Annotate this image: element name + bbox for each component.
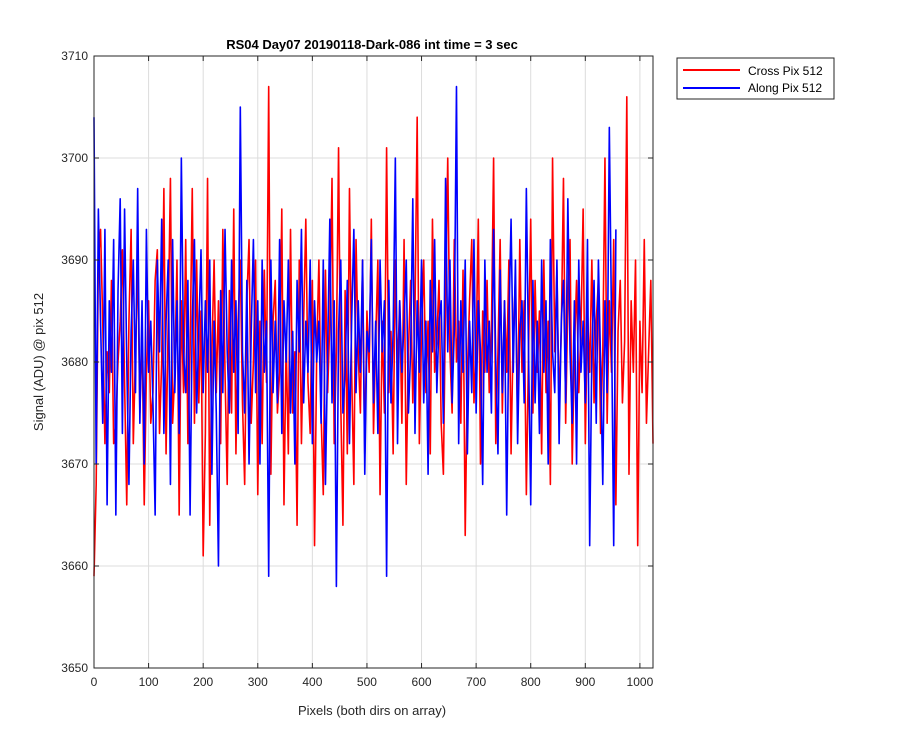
x-tick-label: 900 [575,675,595,689]
y-axis-label: Signal (ADU) @ pix 512 [31,293,46,431]
axis-ticks [93,55,653,669]
x-tick-label: 500 [357,675,377,689]
y-tick-label: 3690 [61,253,88,267]
chart-title: RS04 Day07 20190118-Dark-086 int time = … [226,37,518,52]
series-layer [93,85,654,588]
x-tick-label: 0 [91,675,98,689]
x-tick-label: 1000 [627,675,654,689]
x-tick-label: 600 [412,675,432,689]
y-tick-label: 3670 [61,457,88,471]
x-tick-label: 100 [139,675,159,689]
x-tick-label: 300 [248,675,268,689]
legend-box [676,57,835,100]
y-tick-label: 3700 [61,151,88,165]
y-tick-label: 3650 [61,661,88,675]
x-axis-label: Pixels (both dirs on array) [298,703,446,718]
y-tick-label: 3710 [61,49,88,63]
series-line-along-pix [93,85,617,588]
x-tick-label: 400 [302,675,322,689]
x-tick-label: 700 [466,675,486,689]
legend: Cross Pix 512 Along Pix 512 [676,57,835,100]
tick-labels: 0 100 200 300 400 500 600 700 800 900 1000 3650 3660… [61,49,653,689]
y-tick-label: 3680 [61,355,88,369]
y-tick-label: 3660 [61,559,88,573]
legend-label-cross: Cross Pix 512 [748,64,823,78]
x-tick-label: 800 [521,675,541,689]
legend-label-along: Along Pix 512 [748,81,822,95]
x-tick-label: 200 [193,675,213,689]
